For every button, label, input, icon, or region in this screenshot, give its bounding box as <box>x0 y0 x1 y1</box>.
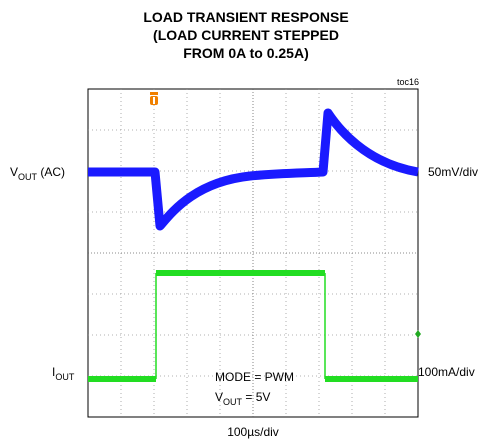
grid <box>87 88 419 418</box>
level-marker <box>415 330 421 338</box>
time-scale: 100µs/div <box>227 425 279 439</box>
annotation: VOUT = 5V <box>215 390 270 407</box>
channel-label: IOUT <box>52 365 75 382</box>
title-line: FROM 0A to 0.25A) <box>183 45 309 61</box>
channel-scale: 100mA/div <box>418 365 475 379</box>
annotation: MODE = PWM <box>215 370 294 384</box>
figure-id: toc16 <box>397 77 419 87</box>
vout-trace <box>88 108 419 231</box>
iout-trace <box>88 270 418 382</box>
channel-label: VOUT (AC) <box>10 165 65 182</box>
channel-scale: 50mV/div <box>428 165 478 179</box>
trigger-marker <box>150 92 158 105</box>
title-line: LOAD TRANSIENT RESPONSE <box>143 9 348 25</box>
title-line: (LOAD CURRENT STEPPED <box>153 27 339 43</box>
